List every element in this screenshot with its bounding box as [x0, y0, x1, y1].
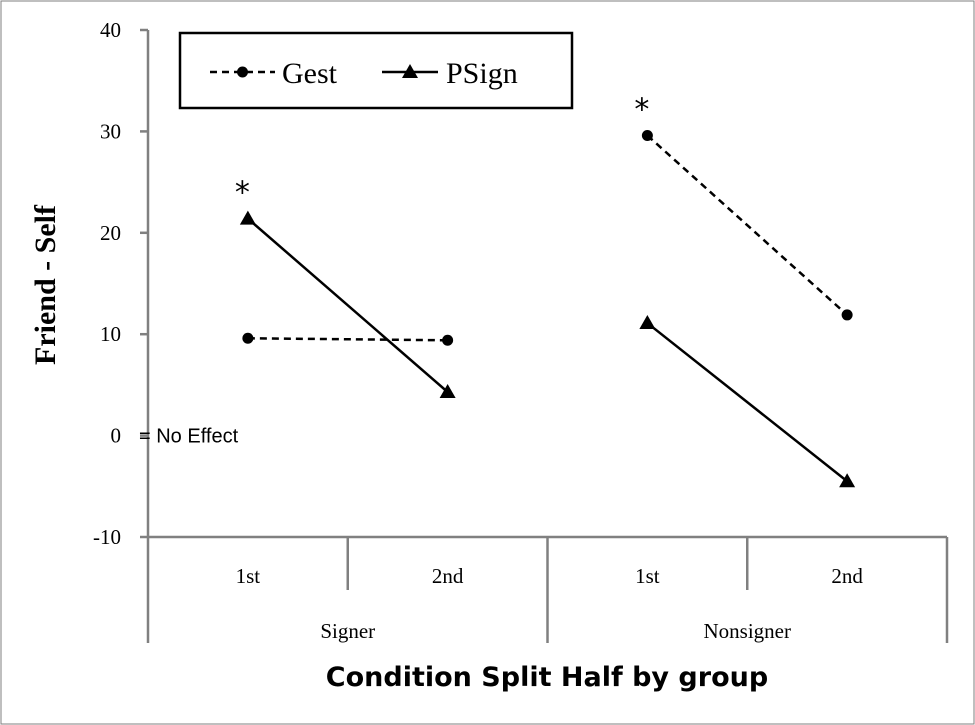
data-point [841, 309, 853, 321]
y-tick-label: -10 [93, 525, 121, 549]
series-line-segment [646, 134, 848, 316]
series-gest [242, 129, 853, 346]
y-tick-label: 20 [100, 221, 121, 245]
y-tick-label: 30 [100, 119, 121, 143]
no-effect-annotation: = No Effect [139, 426, 239, 448]
axes-layer: 40 30 20 10 0 -10 1st 2nd 1st 2nd Signer Nonsigner [93, 18, 949, 643]
data-point [639, 315, 656, 330]
data-point [442, 334, 454, 346]
series-line-segment [247, 337, 448, 342]
data-point [239, 210, 256, 225]
series-line-segment [247, 217, 449, 393]
y-tick-label: 40 [100, 18, 121, 42]
y-tick-label: 0 [111, 424, 122, 448]
legend-entry: PSign [446, 57, 518, 90]
legend-marker [237, 66, 248, 78]
data-point [839, 473, 856, 488]
data-point [641, 129, 653, 141]
legend-marker [402, 64, 418, 78]
data-point [242, 332, 254, 344]
y-tick-label: 10 [100, 322, 121, 346]
series-psign [239, 210, 856, 488]
legend: Gest PSign [178, 31, 574, 110]
y-axis-label: Friend - Self [29, 204, 62, 365]
x-group-label: Signer [320, 619, 375, 643]
x-axis-label: Condition Split Half by group [326, 662, 768, 693]
significance-star: * [634, 92, 649, 127]
data-point [439, 383, 456, 398]
x-tick-label: 1st [635, 564, 660, 588]
significance-star: * [235, 176, 250, 211]
x-group-label: Nonsigner [704, 619, 792, 643]
annotations-layer: = No Effect * * [139, 92, 649, 447]
x-tick-label: 2nd [831, 564, 863, 588]
x-tick-label: 1st [236, 564, 261, 588]
legend-entry: Gest [282, 57, 338, 90]
series-layer [239, 129, 856, 488]
series-line-segment [646, 322, 848, 483]
x-tick-label: 2nd [432, 564, 464, 588]
